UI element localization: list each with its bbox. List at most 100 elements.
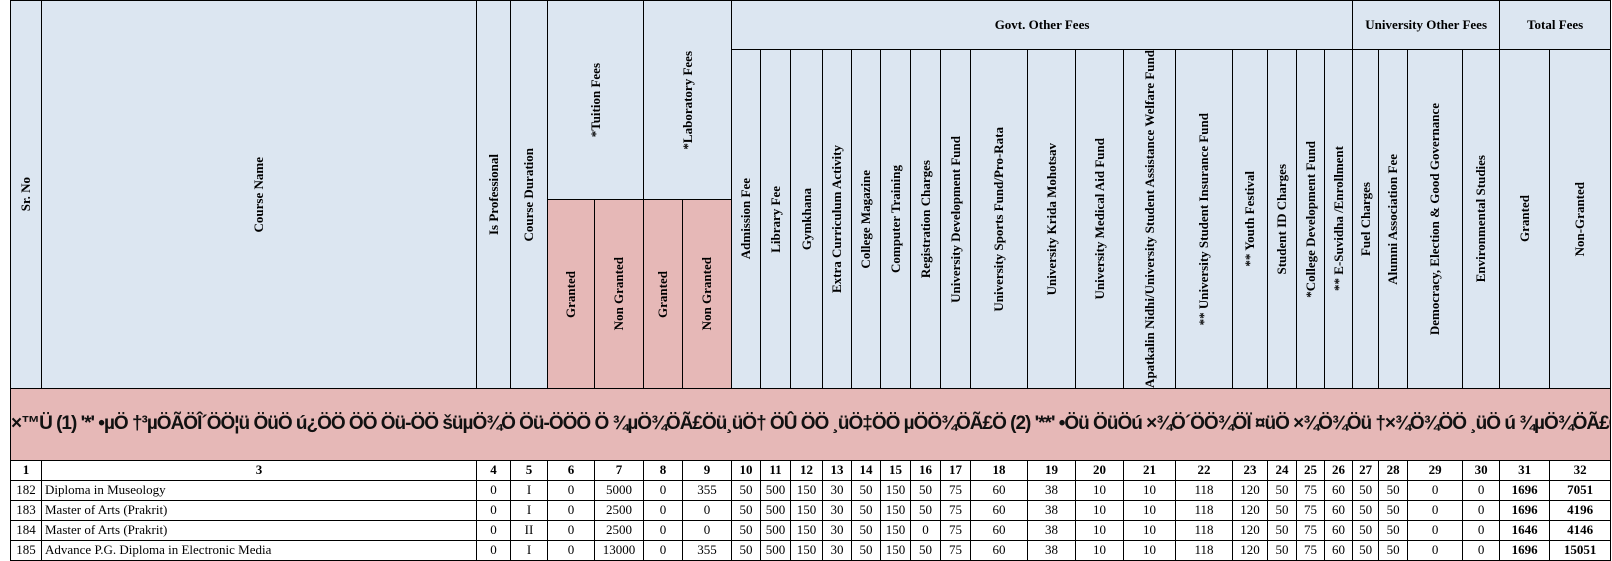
column-number: 1 — [10, 459, 42, 481]
column-number: 14 — [851, 459, 881, 481]
column-header: University Medical Aid Fund — [1075, 49, 1124, 389]
cell: 10 — [1123, 479, 1176, 501]
column-header: Alumni Association Fee — [1378, 49, 1409, 389]
cell: 0 — [643, 539, 683, 561]
column-header-text: University Krida Mohotsav — [1043, 142, 1059, 296]
column-header: Is Professional — [476, 0, 511, 389]
cell: 0 — [547, 499, 595, 521]
cell: 10 — [1075, 519, 1124, 541]
group-header: Govt. Other Fees — [730, 0, 1354, 50]
cell: 150 — [790, 539, 823, 561]
cell: 50 — [851, 479, 881, 501]
cell: I — [510, 539, 548, 561]
cell: 38 — [1027, 519, 1076, 541]
column-header-text: University Development Fund — [947, 135, 963, 303]
cell: 60 — [970, 519, 1028, 541]
column-number: 21 — [1123, 459, 1176, 481]
column-header-text: Extra Curriculum Activity — [829, 144, 844, 293]
page: { "table": { "fixed_headers": ["Sr. No",… — [9, 0, 1612, 561]
column-number: 16 — [910, 459, 941, 481]
cell: 184 — [10, 519, 42, 541]
table-row: 1 3 4 5 6 7 8 9 10 11 12 13 14 15 16 17 18 19 20 21 22 23 24 25… — [10, 459, 1612, 481]
column-header: Fuel Charges — [1352, 49, 1380, 389]
cell: 0 — [476, 479, 511, 501]
cell: 75 — [940, 499, 971, 521]
column-header-text: College Magazine — [858, 169, 873, 269]
column-header-text: Is Professional — [485, 153, 501, 235]
column-header-text: Library Fee — [767, 185, 783, 253]
cell: 50 — [1267, 539, 1297, 561]
cell: 0 — [547, 519, 595, 541]
column-header-text: Admission Fee — [738, 178, 753, 260]
column-header: Course Name — [41, 0, 477, 389]
column-header-text: Non Granted — [699, 257, 714, 331]
column-header: Extra Curriculum Activity — [822, 49, 852, 389]
column-header-text: Course Name — [251, 156, 266, 233]
cell: 50 — [1378, 479, 1409, 501]
cell: 2500 — [594, 519, 644, 541]
cell: 50 — [731, 539, 761, 561]
cell: 182 — [10, 479, 42, 501]
cell: 50 — [1378, 499, 1409, 521]
column-number: 22 — [1175, 459, 1233, 481]
cell: 118 — [1175, 479, 1233, 501]
table-row: Admission Fee Library Fee Gymkhana Extra Cu… — [11, 49, 1612, 389]
cell: 118 — [1175, 499, 1233, 521]
column-header: University Sports Fund/Pro-Rata — [970, 49, 1028, 389]
cell: 30 — [822, 479, 852, 501]
cell: 0 — [682, 519, 732, 541]
column-header-text: Granted — [563, 270, 578, 318]
cell: 15051 — [1549, 539, 1612, 561]
column-header-text: Apatkalin Nidhi/University Student Assis… — [1141, 50, 1157, 388]
cell: 0 — [643, 499, 683, 521]
cell: 60 — [970, 539, 1028, 561]
cell: 500 — [760, 499, 791, 521]
cell: 38 — [1027, 479, 1076, 501]
cell: 0 — [1462, 539, 1501, 561]
course-name: Diploma in Museology — [41, 479, 477, 501]
group-header: *Laboratory Fees — [643, 0, 732, 201]
cell: 150 — [880, 479, 911, 501]
cell: 7051 — [1549, 479, 1612, 501]
cell: 0 — [1462, 519, 1501, 541]
column-header-text: ** Youth Festival — [1242, 171, 1257, 267]
cell: 150 — [790, 479, 823, 501]
column-number: 11 — [760, 459, 791, 481]
cell: 38 — [1027, 539, 1076, 561]
column-number: 30 — [1462, 459, 1501, 481]
column-number: 9 — [682, 459, 732, 481]
cell: 50 — [910, 479, 941, 501]
cell: 0 — [1407, 519, 1464, 541]
cell: 0 — [1462, 479, 1501, 501]
cell: 0 — [910, 519, 941, 541]
column-header-text: Non-Granted — [1572, 181, 1588, 257]
cell: 120 — [1232, 519, 1268, 541]
column-header-text: ** E-Suvidha /Enrollment — [1330, 146, 1346, 292]
column-header: Apatkalin Nidhi/University Student Assis… — [1123, 49, 1176, 389]
column-header: College Magazine — [851, 49, 881, 389]
course-name: Master of Arts (Prakrit) — [41, 499, 477, 521]
column-header: Gymkhana — [790, 49, 823, 389]
column-number: 12 — [790, 459, 823, 481]
column-header-text: Sr. No — [18, 177, 33, 212]
column-number: 6 — [547, 459, 595, 481]
cell: 60 — [1323, 479, 1354, 501]
column-header: *College Development Fund — [1296, 49, 1325, 389]
group-header: Total Fees — [1499, 0, 1612, 50]
cell: 10 — [1075, 539, 1124, 561]
column-header-text: Granted — [1516, 195, 1532, 243]
column-header: Library Fee — [760, 49, 791, 389]
column-number: 8 — [643, 459, 683, 481]
cell: 355 — [682, 539, 732, 561]
column-header-text: Computer Training — [887, 164, 903, 273]
column-header: Non-Granted — [1549, 49, 1612, 389]
column-header-text: *College Development Fund — [1302, 140, 1318, 298]
cell: 50 — [851, 519, 881, 541]
cell: 0 — [643, 479, 683, 501]
cell: II — [510, 519, 548, 541]
note: ×™Ü (1) '*' •µÖ †³µÖÃÖÎ´ÖÖ¦ü ÖüÖ ú¿ÖÖ ÖÖ… — [9, 387, 1612, 461]
cell: 50 — [910, 499, 941, 521]
cell: 150 — [880, 499, 911, 521]
cell: 0 — [476, 499, 511, 521]
table-row: ×™Ü (1) '*' •µÖ †³µÖÃÖÎ´ÖÖ¦ü ÖüÖ ú¿ÖÖ ÖÖ… — [9, 387, 1612, 461]
